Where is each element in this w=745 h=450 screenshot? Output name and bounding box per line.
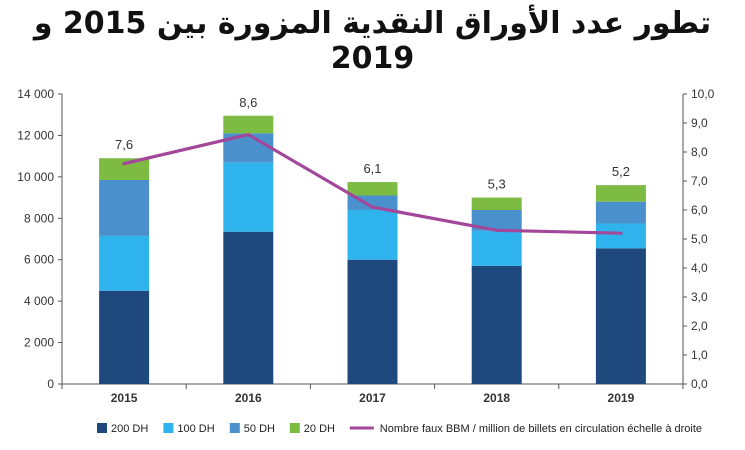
bar-segment — [595, 185, 646, 202]
bar-segment — [223, 231, 274, 384]
bar-segment — [471, 210, 522, 231]
x-tick-label: 2018 — [483, 391, 510, 405]
line-data-label: 5,3 — [488, 177, 506, 192]
line-series — [122, 133, 623, 235]
bar-segment — [99, 235, 150, 291]
y-right-tick-label: 4,0 — [691, 261, 708, 275]
y-right-tick-label: 6,0 — [691, 203, 708, 217]
legend-label: 50 DH — [244, 423, 275, 435]
data-labels: 7,6 8,6 6,1 5,3 5,2 — [115, 95, 630, 192]
line-data-label: 7,6 — [115, 137, 133, 152]
y-right-tick-label: 3,0 — [691, 290, 708, 304]
bar-segment — [595, 223, 646, 249]
legend-label: 100 DH — [177, 423, 214, 435]
bar-segment — [471, 230, 522, 266]
bar-segment — [595, 201, 646, 224]
legend-label: 200 DH — [111, 423, 148, 435]
y-left-tick-label: 10 000 — [17, 170, 54, 184]
line-data-label: 6,1 — [363, 161, 381, 176]
y-right-tick-label: 2,0 — [691, 319, 708, 333]
line-point — [122, 162, 126, 166]
bar-segment — [99, 158, 150, 180]
y-left-tick-label: 12 000 — [17, 128, 54, 142]
legend-swatch — [97, 423, 107, 433]
x-tick-label: 2017 — [359, 391, 386, 405]
bars — [99, 115, 646, 384]
bar-segment — [347, 182, 398, 196]
y-right-tick-label: 10,0 — [691, 87, 715, 101]
y-left-tick-label: 6 000 — [24, 253, 54, 267]
legend-label: 20 DH — [304, 423, 335, 435]
x-tick-label: 2019 — [608, 391, 635, 405]
x-tick-label: 2015 — [111, 391, 138, 405]
y-left-tick-label: 8 000 — [24, 211, 54, 225]
bar-segment — [223, 115, 274, 134]
bar-segment — [471, 265, 522, 384]
x-tick-label: 2016 — [235, 391, 262, 405]
line-point — [619, 231, 623, 235]
bar-segment — [347, 259, 398, 384]
bar-segment — [347, 210, 398, 260]
line-point — [495, 228, 499, 232]
chart-title: تطور عدد الأوراق النقدية المزورة بين 201… — [33, 6, 712, 76]
bar-segment — [471, 197, 522, 210]
bar-segment — [99, 179, 150, 236]
line-data-label: 8,6 — [239, 95, 257, 110]
legend-swatch — [163, 423, 174, 433]
y-left-tick-label: 2 000 — [24, 336, 54, 350]
y-right-tick-label: 9,0 — [691, 116, 708, 130]
legend: 200 DH 100 DH 50 DH 20 DH Nombre faux BBM / … — [97, 423, 702, 435]
y-left-tick-label: 14 000 — [17, 87, 54, 101]
y-left-tick-label: 4 000 — [24, 294, 54, 308]
line-point — [246, 133, 250, 137]
y-left-tick-label: 0 — [47, 377, 54, 391]
y-right-tick-label: 8,0 — [691, 145, 708, 159]
y-right-tick-label: 7,0 — [691, 174, 708, 188]
bar-segment — [223, 162, 274, 232]
line-data-label: 5,2 — [612, 164, 630, 179]
axes: 0 2 000 4 000 6 000 8 000 10 000 12 000 14 000 0… — [17, 87, 714, 405]
y-right-tick-label: 0,0 — [691, 377, 708, 391]
legend-swatch — [229, 423, 240, 433]
legend-label: Nombre faux BBM / million de billets en … — [380, 423, 702, 435]
bar-segment — [595, 248, 646, 384]
bar-segment — [99, 290, 150, 384]
line-point — [370, 205, 375, 209]
legend-swatch — [289, 423, 300, 433]
y-right-tick-label: 5,0 — [691, 232, 708, 246]
y-right-tick-label: 1,0 — [691, 348, 708, 362]
